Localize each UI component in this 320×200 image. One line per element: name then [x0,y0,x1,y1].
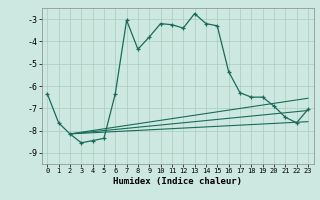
X-axis label: Humidex (Indice chaleur): Humidex (Indice chaleur) [113,177,242,186]
